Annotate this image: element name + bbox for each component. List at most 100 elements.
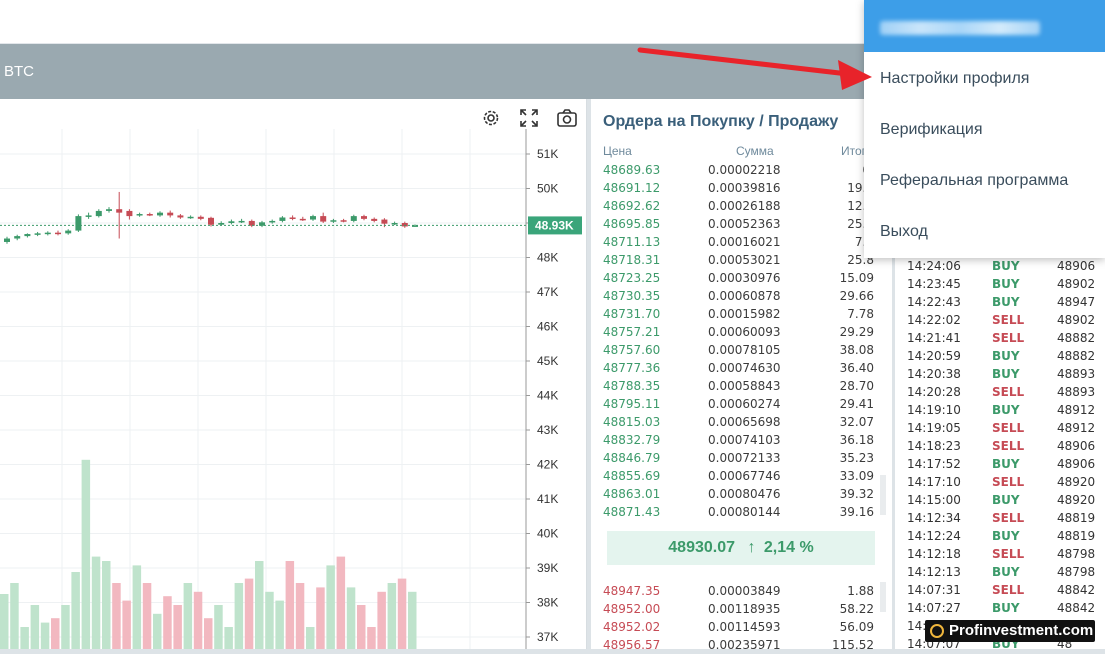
trade-price: 48912: [1057, 403, 1096, 417]
trade-time: 14:17:52: [907, 457, 961, 471]
ask-row[interactable]: 48952.00 0.00118935 58.22: [591, 600, 892, 618]
trade-side: BUY: [992, 529, 1020, 543]
trade-side: SELL: [992, 313, 1025, 327]
gear-icon[interactable]: [480, 107, 502, 129]
ask-row[interactable]: 48952.02 0.00114593 56.09: [591, 618, 892, 636]
candle-body: [24, 234, 31, 237]
orderbook-header: Цена Сумма Итого: [591, 144, 892, 160]
volume-bar: [336, 556, 346, 649]
bid-amount: 0.00053021: [708, 253, 781, 267]
volume-bar: [71, 572, 80, 649]
volume-bar: [20, 627, 29, 649]
current-price-label: 48.93K: [535, 218, 574, 232]
bid-total: 33.09: [839, 469, 874, 483]
candle-body: [248, 220, 255, 226]
trade-row: 14:19:10 BUY 48912: [907, 401, 1105, 419]
bid-row[interactable]: 48711.130.000160217.8: [591, 233, 892, 251]
candle-body: [136, 214, 143, 216]
trade-time: 14:21:41: [907, 331, 961, 345]
bid-row[interactable]: 48871.43 0.00080144 39.16: [591, 503, 892, 521]
trade-price: 48947: [1057, 295, 1096, 309]
bid-row[interactable]: 48718.31 0.00053021 25.8: [591, 251, 892, 269]
trade-row: 14:12:24 BUY 48819: [907, 527, 1105, 545]
trade-side: BUY: [992, 277, 1020, 291]
candlestick-chart[interactable]: 51K50K49K48K47K46K45K44K43K42K41K40K39K3…: [0, 99, 587, 649]
orderbook-panel: Ордера на Покупку / Продажу Цена Сумма И…: [591, 99, 892, 652]
ask-row[interactable]: 48956.57 0.00235971 115.52: [591, 636, 892, 654]
y-tick-label: 38K: [537, 596, 558, 610]
bid-row[interactable]: 48723.25 0.00030976 15.09: [591, 269, 892, 287]
bid-row[interactable]: 48846.79 0.00072133 35.23: [591, 449, 892, 467]
ask-scrollbar[interactable]: [880, 582, 886, 612]
candle-body: [340, 220, 347, 222]
menu-item-verification[interactable]: Верификация: [880, 121, 983, 138]
bid-row[interactable]: 48832.79 0.00074103 36.18: [591, 431, 892, 449]
trade-row: 14:23:45 BUY 48902: [907, 275, 1105, 293]
ask-price: 48956.57: [603, 638, 661, 652]
trade-row: 14:18:23 SELL 48906: [907, 437, 1105, 455]
bid-total: 36.40: [839, 361, 874, 375]
bid-row[interactable]: 48691.12 0.00039816 19.3: [591, 179, 892, 197]
trade-price: 48902: [1057, 277, 1096, 291]
volume-bar: [102, 561, 111, 649]
trade-price: 48798: [1057, 547, 1096, 561]
bid-price: 48711.13: [603, 235, 661, 249]
bid-scrollbar[interactable]: [880, 475, 886, 515]
fullscreen-icon[interactable]: [518, 107, 540, 129]
bid-row[interactable]: 48788.35 0.00058843 28.70: [591, 377, 892, 395]
candle-body: [44, 232, 51, 235]
trade-price: 48893: [1057, 385, 1096, 399]
candle-body: [4, 238, 10, 242]
candle-body: [228, 221, 235, 223]
candle-body: [116, 209, 123, 213]
candle-body: [361, 216, 367, 219]
bid-row[interactable]: 48863.01 0.00080476 39.32: [591, 485, 892, 503]
volume-bar: [153, 613, 162, 649]
trade-price: 48920: [1057, 475, 1096, 489]
bid-total: 29.66: [839, 289, 874, 303]
bid-row[interactable]: 48855.69 0.00067746 33.09: [591, 467, 892, 485]
volume-bar: [357, 605, 366, 649]
volume-bar: [183, 583, 193, 649]
volume-bar: [81, 459, 91, 649]
bid-row[interactable]: 48757.21 0.00060093 29.29: [591, 323, 892, 341]
bid-row[interactable]: 48757.60 0.00078105 38.08: [591, 341, 892, 359]
menu-item-logout[interactable]: Выход: [880, 223, 928, 240]
chart-toolbar: [480, 107, 578, 129]
trade-side: BUY: [992, 457, 1020, 471]
price-chart-panel[interactable]: 51K50K49K48K47K46K45K44K43K42K41K40K39K3…: [0, 99, 587, 649]
trade-price: 48819: [1057, 511, 1096, 525]
trade-side: SELL: [992, 439, 1025, 453]
volume-bar: [306, 627, 315, 649]
bid-row[interactable]: 48777.36 0.00074630 36.40: [591, 359, 892, 377]
watermark-logo: Profinvestment.com: [925, 620, 1095, 642]
bid-row[interactable]: 48692.62 0.00026188 12.7: [591, 197, 892, 215]
menu-item-referral[interactable]: Реферальная программа: [880, 172, 1069, 189]
trade-side: SELL: [992, 385, 1025, 399]
bid-row[interactable]: 48695.85 0.00052363 25.4: [591, 215, 892, 233]
bid-amount: 0.00060878: [708, 289, 781, 303]
ask-row[interactable]: 48947.35 0.00003849 1.88: [591, 582, 892, 600]
trade-row: 14:21:41 SELL 48882: [907, 329, 1105, 347]
bid-row[interactable]: 48689.630.000022180.: [591, 161, 892, 179]
bid-row[interactable]: 48815.03 0.00065698 32.07: [591, 413, 892, 431]
candle-body: [167, 212, 174, 216]
ask-amount: 0.00003849: [708, 584, 781, 598]
bid-amount: 0.00074103: [708, 433, 781, 447]
menu-item-profile-settings[interactable]: Настройки профиля: [880, 70, 1030, 87]
volume-bar: [163, 596, 172, 649]
trade-time: 14:12:24: [907, 529, 961, 543]
trade-time: 14:12:18: [907, 547, 961, 561]
trade-row: 14:07:27 BUY 48842: [907, 599, 1105, 617]
trade-time: 14:22:02: [907, 313, 961, 327]
ask-total: 115.52: [832, 638, 874, 652]
bid-amount: 0.00016021: [708, 235, 781, 249]
volume-bar: [234, 583, 244, 649]
trade-price: 48842: [1057, 601, 1096, 615]
candle-body: [65, 230, 72, 234]
bid-row[interactable]: 48731.70 0.00015982 7.78: [591, 305, 892, 323]
last-price-banner: 48930.07 ↑ 2,14 %: [607, 531, 875, 565]
camera-icon[interactable]: [556, 107, 578, 129]
bid-row[interactable]: 48730.35 0.00060878 29.66: [591, 287, 892, 305]
bid-row[interactable]: 48795.11 0.00060274 29.41: [591, 395, 892, 413]
